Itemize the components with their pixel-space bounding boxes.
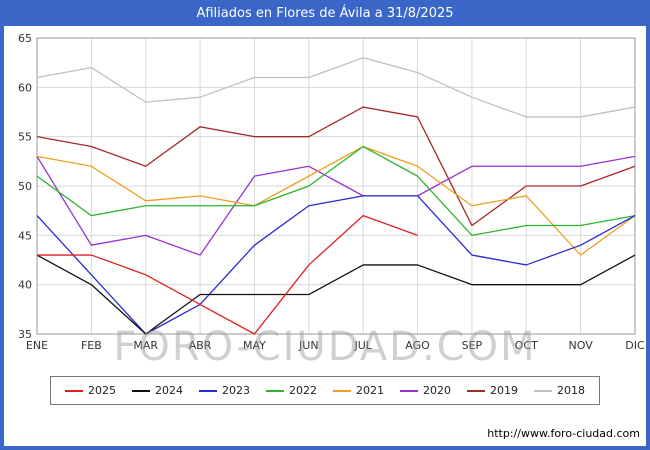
y-tick-label: 35 xyxy=(18,328,32,341)
x-tick-label: OCT xyxy=(515,339,538,352)
legend-box: 2025 2024 2023 2022 2021 2020 2019 2018 xyxy=(50,376,600,405)
legend-label-2021: 2021 xyxy=(356,384,384,397)
legend: 2025 2024 2023 2022 2021 2020 2019 2018 xyxy=(4,376,646,405)
x-tick-label: MAY xyxy=(243,339,266,352)
series-line-2024 xyxy=(36,254,636,335)
title-bar: Afiliados en Flores de Ávila a 31/8/2025 xyxy=(0,0,650,26)
series-line-2018 xyxy=(36,57,636,118)
series-line-2019 xyxy=(36,106,636,227)
legend-label-2020: 2020 xyxy=(423,384,451,397)
footer: http://www.foro-ciudad.com xyxy=(487,427,640,440)
legend-item-2021: 2021 xyxy=(333,384,384,397)
line-chart-svg: 35 40 45 50 55 60 65 ENE FEB MAR ABR MAY JUN JUL AGO SE… xyxy=(18,32,645,352)
legend-item-2018: 2018 xyxy=(534,384,585,397)
x-tick-label: ENE xyxy=(26,339,48,352)
x-tick-label: AGO xyxy=(405,339,430,352)
x-tick-label: SEP xyxy=(462,339,483,352)
legend-item-2024: 2024 xyxy=(132,384,183,397)
x-tick-label: FEB xyxy=(81,339,102,352)
legend-item-2022: 2022 xyxy=(266,384,317,397)
legend-marker-2023 xyxy=(199,389,217,392)
y-tick-label: 40 xyxy=(18,279,32,292)
y-tick-label: 65 xyxy=(18,32,32,45)
legend-item-2025: 2025 xyxy=(65,384,116,397)
x-tick-label: NOV xyxy=(569,339,594,352)
series-line-2023 xyxy=(36,195,636,335)
chart-area: 35 40 45 50 55 60 65 ENE FEB MAR ABR MAY JUN JUL AGO SE… xyxy=(5,30,645,370)
legend-label-2022: 2022 xyxy=(289,384,317,397)
legend-marker-2018 xyxy=(534,389,552,392)
legend-marker-2021 xyxy=(333,389,351,392)
legend-label-2025: 2025 xyxy=(88,384,116,397)
y-tick-label: 60 xyxy=(18,81,32,94)
series-line-2021 xyxy=(36,145,636,256)
legend-marker-2024 xyxy=(132,389,150,392)
legend-item-2020: 2020 xyxy=(400,384,451,397)
legend-marker-2020 xyxy=(400,389,418,392)
series-line-2022 xyxy=(36,145,636,236)
legend-item-2019: 2019 xyxy=(467,384,518,397)
legend-marker-2025 xyxy=(65,389,83,392)
chart-panel: 35 40 45 50 55 60 65 ENE FEB MAR ABR MAY JUN JUL AGO SE… xyxy=(4,26,646,446)
x-tick-label: MAR xyxy=(133,339,158,352)
x-tick-label: JUL xyxy=(353,339,372,352)
x-tick-label: ABR xyxy=(189,339,212,352)
x-tick-label: JUN xyxy=(298,339,319,352)
footer-url-link[interactable]: http://www.foro-ciudad.com xyxy=(487,427,640,440)
y-tick-label: 50 xyxy=(18,180,32,193)
series-line-2025 xyxy=(37,214,418,335)
legend-marker-2022 xyxy=(266,389,284,392)
legend-item-2023: 2023 xyxy=(199,384,250,397)
legend-marker-2019 xyxy=(467,389,485,392)
x-tick-label: DIC xyxy=(625,339,645,352)
legend-label-2024: 2024 xyxy=(155,384,183,397)
legend-label-2023: 2023 xyxy=(222,384,250,397)
y-tick-label: 55 xyxy=(18,131,32,144)
plot-border xyxy=(36,37,636,335)
legend-label-2019: 2019 xyxy=(490,384,518,397)
legend-label-2018: 2018 xyxy=(557,384,585,397)
y-tick-label: 45 xyxy=(18,229,32,242)
series-line-2020 xyxy=(36,155,636,256)
chart-title: Afiliados en Flores de Ávila a 31/8/2025 xyxy=(196,5,454,21)
